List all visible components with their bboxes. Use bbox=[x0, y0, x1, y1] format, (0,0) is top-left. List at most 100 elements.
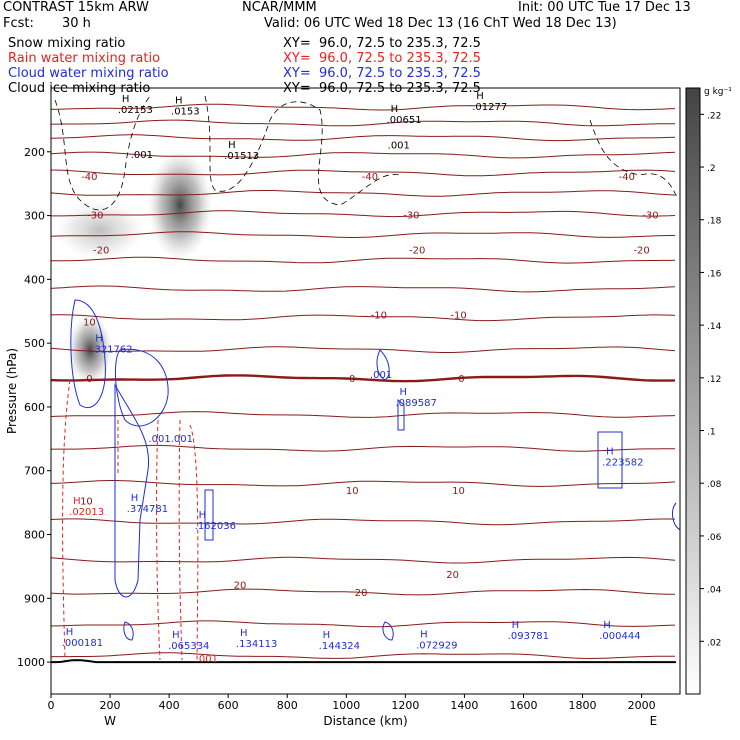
annotation-labels: -40 -40 -40 -30 -30 -30 -20 -20 -20 10 -10 -10 0 0 0 10… bbox=[62, 91, 659, 665]
maximum-marker: H bbox=[66, 627, 74, 638]
cloud-water-contour bbox=[114, 383, 150, 598]
temperature-label: 0 bbox=[86, 374, 92, 385]
maximum-marker: H bbox=[95, 333, 103, 344]
maximum-marker: H bbox=[420, 629, 428, 640]
field-xy-cloud-water: XY= 96.0, 72.5 to 235.3, 72.5 bbox=[283, 66, 481, 81]
cloud-ice-contour bbox=[589, 119, 679, 201]
temperature-label: 20 bbox=[446, 570, 459, 581]
field-name-cloud-water: Cloud water mixing ratio bbox=[8, 66, 169, 81]
maximum-marker: H bbox=[323, 630, 331, 641]
field-name-snow: Snow mixing ratio bbox=[8, 36, 126, 51]
x-tick-label: 1800 bbox=[569, 699, 597, 712]
colorbar-tick-label: .2 bbox=[707, 164, 716, 174]
temperature-contour bbox=[51, 518, 676, 526]
maximum-value: .00651 bbox=[387, 115, 422, 126]
temperature-label: -40 bbox=[362, 172, 378, 183]
temperature-label: 20 bbox=[234, 580, 247, 591]
temperature-label: -30 bbox=[403, 210, 419, 221]
maximum-marker: H bbox=[175, 96, 183, 107]
maximum-marker: H bbox=[131, 493, 139, 504]
fcst-value: 30 h bbox=[62, 16, 91, 31]
y-axis-label: Pressure (hPa) bbox=[5, 348, 19, 434]
x-tick-label: 0 bbox=[48, 699, 55, 712]
cloud-water-contour bbox=[597, 431, 623, 489]
colorbar-tick-label: .04 bbox=[707, 586, 722, 596]
cloud-water-contour bbox=[397, 398, 405, 431]
temperature-contour bbox=[51, 134, 676, 142]
temperature-label: 10 bbox=[346, 486, 359, 497]
maximum-value: .0153 bbox=[171, 107, 200, 118]
y-tick-label: 900 bbox=[24, 592, 45, 605]
rain-water-contour bbox=[156, 419, 161, 661]
maximum-marker: H bbox=[603, 620, 611, 631]
x-tick-label: 1400 bbox=[450, 699, 478, 712]
temperature-label: -40 bbox=[619, 172, 635, 183]
temperature-contour bbox=[51, 588, 676, 596]
chart-title: CONTRAST 15km ARW bbox=[3, 0, 149, 15]
valid-label: Valid: 06 UTC Wed 18 Dec 13 (16 ChT Wed … bbox=[264, 16, 617, 31]
maximum-value: .02153 bbox=[118, 105, 153, 116]
colorbar-tick-label: .16 bbox=[707, 269, 722, 279]
cloud-water-contour bbox=[382, 621, 394, 641]
temperature-contour bbox=[51, 190, 676, 197]
maximum-value: .089587 bbox=[395, 398, 436, 409]
maximum-marker: H bbox=[199, 510, 207, 521]
rain-water-contour bbox=[62, 379, 71, 661]
contour-value-label: .001 bbox=[388, 141, 410, 152]
maximum-value: .321762 bbox=[91, 344, 132, 355]
cloud-water-contour bbox=[376, 349, 390, 381]
maximum-value: .065334 bbox=[168, 641, 209, 652]
contour-value-label: .001 bbox=[196, 654, 218, 665]
y-tick-label: 800 bbox=[24, 529, 45, 542]
cloud-water-contour bbox=[672, 502, 680, 531]
temperature-label: 10 bbox=[80, 497, 93, 508]
field-xy-snow: XY= 96.0, 72.5 to 235.3, 72.5 bbox=[283, 36, 481, 51]
maximum-marker: H bbox=[122, 94, 130, 105]
colorbar-ramp bbox=[685, 87, 701, 695]
contour-value-label: .001 bbox=[131, 150, 153, 161]
colorbar-tick-label: .22 bbox=[707, 111, 721, 121]
temperature-contours bbox=[51, 103, 676, 664]
maximum-value: .000444 bbox=[599, 631, 640, 642]
cloud-water-contour bbox=[115, 348, 169, 427]
temperature-label: -40 bbox=[81, 172, 97, 183]
maximum-value: .02013 bbox=[69, 507, 104, 518]
temperature-contour bbox=[51, 556, 676, 564]
y-tick-label: 400 bbox=[24, 273, 45, 286]
temperature-label: 0 bbox=[349, 374, 355, 385]
maximum-value: .144324 bbox=[319, 641, 360, 652]
cloud-water-contour bbox=[204, 489, 214, 541]
temperature-contour bbox=[51, 103, 676, 111]
x-tick-label: 1000 bbox=[332, 699, 360, 712]
x-tick-label: 1600 bbox=[509, 699, 537, 712]
fcst-label: Fcst: bbox=[3, 16, 34, 31]
temperature-label: 10 bbox=[452, 486, 465, 497]
cloud-water-contour bbox=[70, 299, 106, 408]
cloud-water-contour bbox=[123, 621, 134, 641]
freezing-level-contour bbox=[51, 374, 676, 383]
maximum-marker: H bbox=[73, 496, 81, 507]
maximum-marker: H bbox=[172, 630, 180, 641]
temperature-contour bbox=[51, 346, 676, 353]
cloud-ice-contours bbox=[54, 95, 679, 211]
temperature-contour bbox=[51, 169, 676, 177]
maximum-marker: H bbox=[391, 104, 399, 115]
rain-water-contour bbox=[178, 419, 183, 661]
colorbar: g kg⁻¹ .02 .04 .06 .08 .1 .12 .14 .16 .18 .2 .22 bbox=[685, 87, 732, 695]
colorbar-tick-label: .18 bbox=[707, 217, 722, 227]
rain-water-contours bbox=[62, 379, 199, 661]
x-axis-label: Distance (km) bbox=[323, 714, 407, 728]
temperature-contour bbox=[51, 411, 676, 418]
terrain-line bbox=[51, 659, 676, 664]
temperature-contour bbox=[51, 119, 675, 127]
maximum-marker: H bbox=[512, 620, 520, 631]
temperature-label: -20 bbox=[633, 245, 649, 256]
temperature-label: -20 bbox=[93, 245, 109, 256]
colorbar-unit: g kg⁻¹ bbox=[704, 87, 732, 97]
axes: 0 200 400 600 800 1000 1200 1400 1600 1800 2000200… bbox=[5, 87, 681, 728]
colorbar-tick-label: .12 bbox=[707, 375, 721, 385]
field-name-rain: Rain water mixing ratio bbox=[8, 51, 161, 66]
y-tick-label: 600 bbox=[24, 401, 45, 414]
maximum-marker: H bbox=[606, 446, 614, 457]
